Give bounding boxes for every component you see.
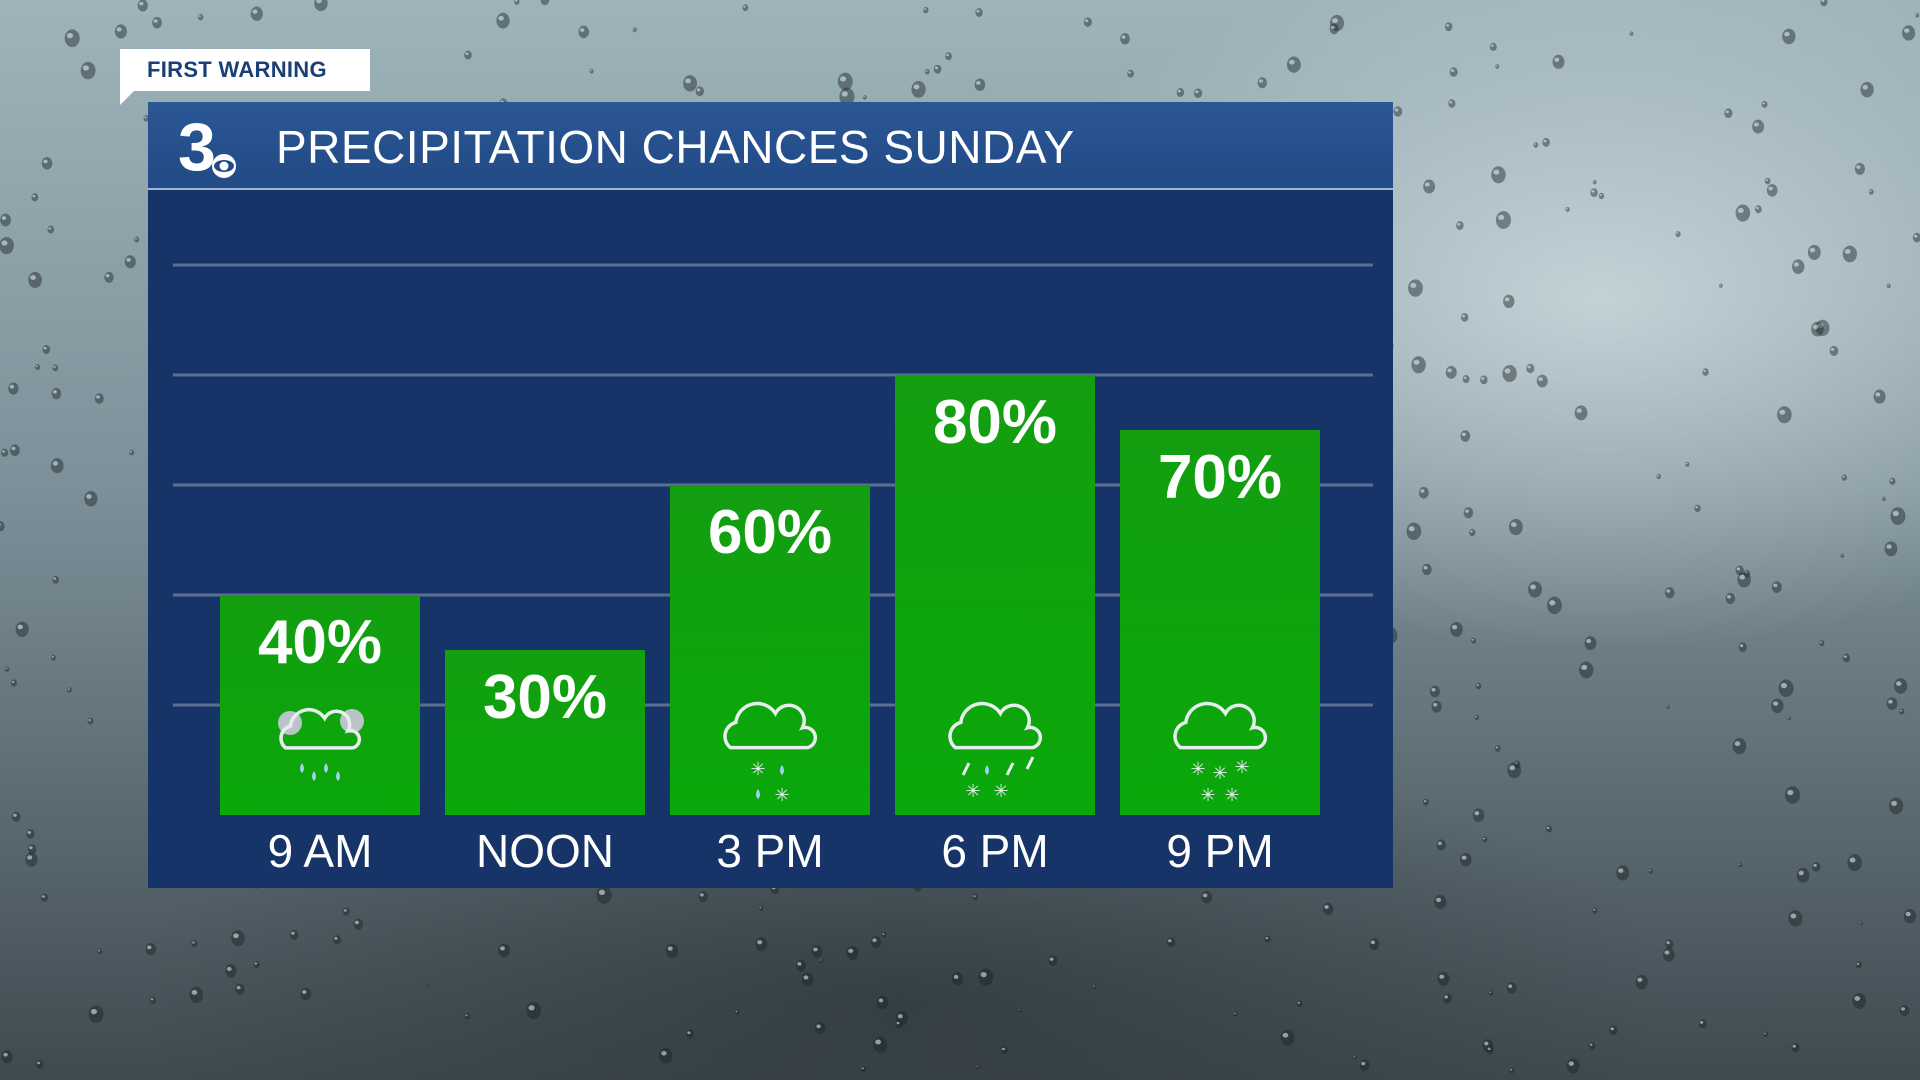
value-label: 80%: [933, 388, 1057, 457]
svg-text:✳: ✳: [774, 785, 789, 806]
svg-text:✳: ✳: [965, 781, 980, 802]
svg-text:✳: ✳: [1212, 763, 1227, 784]
forecast-panel: 3 PRECIPITATION CHANCES SUNDAY 40% 9 AM 30…: [148, 102, 1393, 888]
value-label: 70%: [1158, 443, 1282, 512]
svg-text:✳: ✳: [1200, 785, 1215, 806]
bar-6-pm: [895, 375, 1095, 815]
svg-text:3: 3: [178, 109, 216, 184]
station-logo-icon: 3: [178, 109, 236, 184]
bar-9-pm: [1120, 430, 1320, 815]
partly-cloudy-rain-icon: [278, 707, 364, 781]
category-label: 6 PM: [941, 825, 1048, 877]
value-label: 60%: [708, 498, 832, 567]
snow-icon: ✳ ✳ ✳✳ ✳: [1173, 701, 1268, 806]
svg-text:✳: ✳: [993, 781, 1008, 802]
svg-text:✳: ✳: [750, 759, 765, 780]
rain-snow-mix-icon: ✳✳: [723, 701, 818, 806]
svg-text:✳: ✳: [1234, 757, 1249, 778]
wintry-mix-icon: ✳ ✳: [948, 701, 1043, 802]
chart-title: PRECIPITATION CHANCES SUNDAY: [276, 121, 1075, 173]
bar-9-am: [220, 595, 420, 815]
svg-text:✳: ✳: [1190, 759, 1205, 780]
first-warning-label: FIRST WARNING: [147, 57, 327, 82]
value-label: 30%: [483, 663, 607, 732]
bar-3-pm: [670, 485, 870, 815]
first-warning-banner: FIRST WARNING: [120, 49, 370, 91]
cbs-eye-icon: [212, 154, 236, 178]
category-label: 3 PM: [716, 825, 823, 877]
category-label: 9 PM: [1166, 825, 1273, 877]
category-label: NOON: [476, 825, 614, 877]
svg-text:✳: ✳: [1224, 785, 1239, 806]
panel-header: 3 PRECIPITATION CHANCES SUNDAY: [148, 102, 1393, 190]
category-label: 9 AM: [268, 825, 373, 877]
value-label: 40%: [258, 608, 382, 677]
banner-tail: [120, 91, 134, 105]
bar-noon: [445, 650, 645, 815]
